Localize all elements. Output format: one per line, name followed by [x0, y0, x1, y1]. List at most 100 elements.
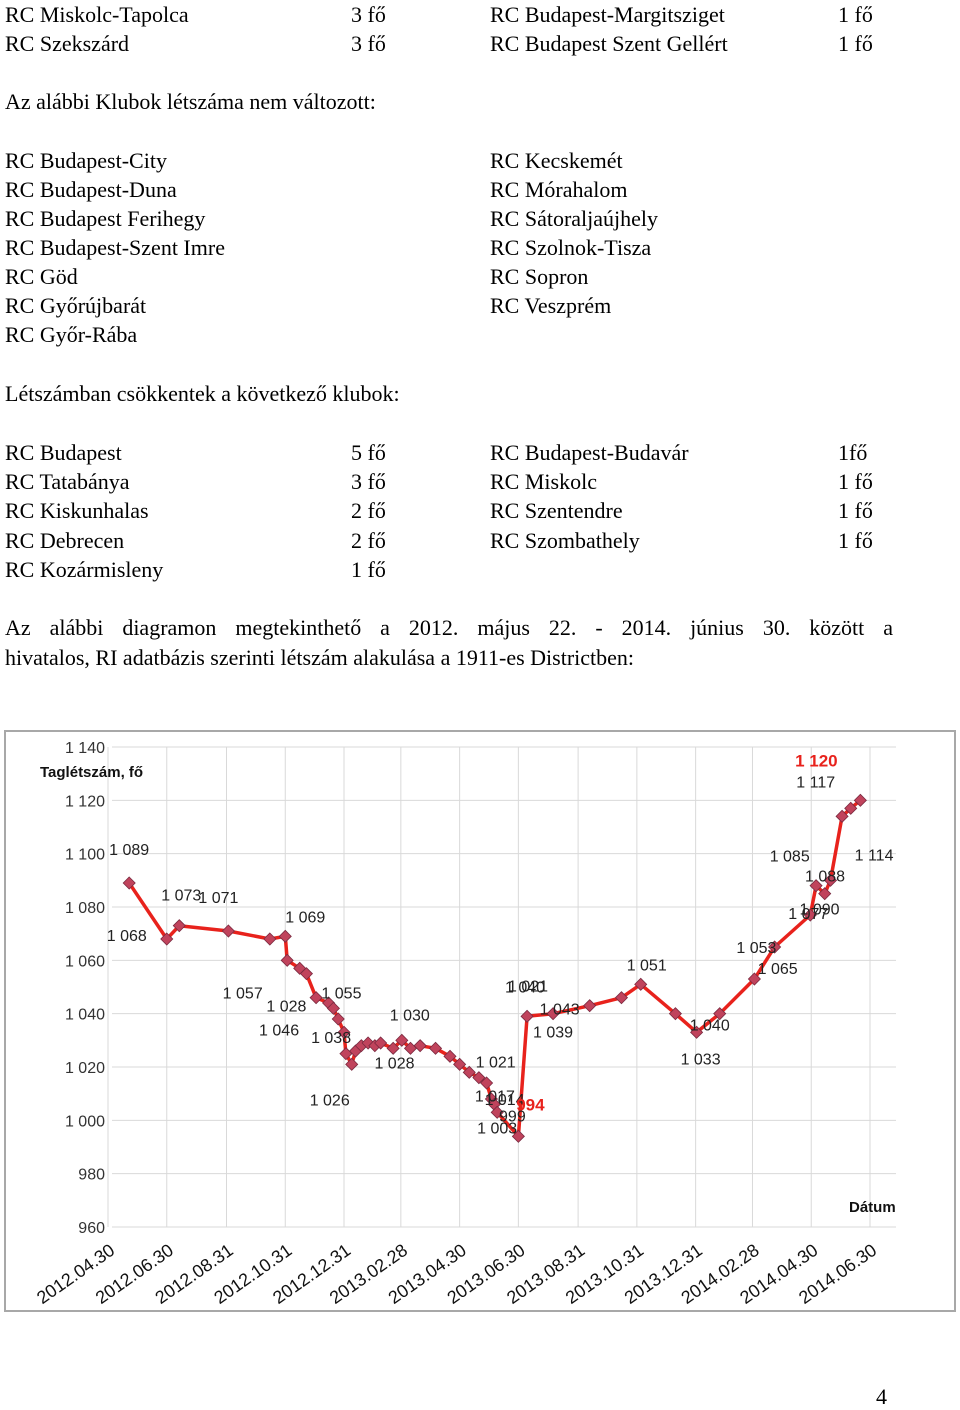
y-tick-label: 1 120 [65, 793, 105, 810]
data-point-marker [221, 924, 235, 938]
y-tick-label: 1 020 [65, 1060, 105, 1077]
data-point-marker [511, 1129, 525, 1143]
club-name: RC Budapest-Margitsziget [490, 2, 725, 27]
y-tick-label: 1 060 [65, 953, 105, 970]
data-label: 999 [499, 1108, 526, 1125]
data-label: 1 038 [311, 1030, 351, 1047]
club-count: 1fő [838, 440, 868, 465]
data-label: 1 003 [477, 1120, 517, 1137]
club-row: RC Budapest Ferihegy RC Sátoraljaújhely [5, 204, 895, 233]
data-point-marker [453, 1057, 467, 1071]
data-point-marker [853, 793, 867, 807]
data-point-marker [809, 879, 823, 893]
data-label: 1 085 [770, 849, 810, 866]
club-name: RC Szentendre [490, 498, 623, 523]
club-name: RC Kecskemét [490, 148, 623, 173]
data-point-marker [520, 1009, 534, 1023]
data-label: 1 120 [795, 751, 838, 770]
club-count: 2 fő [351, 528, 386, 553]
club-row: RC Budapest 5 fő RC Budapest-Budavár 1fő [5, 438, 895, 467]
y-tick-label: 1 140 [65, 740, 105, 757]
data-point-marker [844, 801, 858, 815]
data-label: 1 033 [681, 1051, 721, 1068]
page-number: 4 [876, 1384, 887, 1409]
club-row: RC Szekszárd 3 fő RC Budapest Szent Gell… [5, 29, 895, 58]
data-label: 1 071 [198, 890, 238, 907]
data-label: 1 043 [540, 1002, 580, 1019]
intro-line: Az alábbi diagramon megtekinthető a 2012… [5, 615, 893, 640]
club-row: RC Budapest-Duna RC Mórahalom [5, 175, 895, 204]
unchanged-heading: Az alábbi Klubok létszáma nem változott: [5, 89, 376, 114]
data-label: 1 069 [285, 909, 325, 926]
data-label: 1 077 [788, 906, 828, 923]
club-row: RC Kozármisleny 1 fő [5, 555, 895, 584]
data-label: 1 089 [109, 842, 149, 859]
data-point-marker [818, 887, 832, 901]
club-name: RC Budapest-Szent Imre [5, 235, 225, 260]
data-label: 1 055 [321, 986, 361, 1003]
club-name: RC Budapest Szent Gellért [490, 31, 728, 56]
data-point-marker [546, 1007, 560, 1021]
data-label: 1 073 [161, 888, 201, 905]
data-label: 1 014 [485, 1092, 525, 1109]
data-point-marker [480, 1076, 494, 1090]
data-label: 1 090 [799, 901, 839, 918]
data-label: 1 021 [508, 979, 548, 996]
club-count: 1 fő [838, 2, 873, 27]
data-label: 1 028 [374, 1055, 414, 1072]
data-point-marker [395, 1033, 409, 1047]
club-name: RC Győr-Rába [5, 322, 138, 347]
club-name: RC Szombathely [490, 528, 640, 553]
data-label: 1 065 [758, 961, 798, 978]
club-row: RC Budapest-Szent Imre RC Szolnok-Tisza [5, 233, 895, 262]
club-count: 1 fő [838, 498, 873, 523]
data-point-marker [337, 1025, 351, 1039]
club-name: RC Budapest-Duna [5, 177, 177, 202]
y-tick-label: 1 100 [65, 847, 105, 864]
data-point-marker [278, 929, 292, 943]
data-label: 1 039 [533, 1025, 573, 1042]
club-name: RC Tatabánya [5, 469, 130, 494]
decreased-heading: Létszámban csökkentek a következő klubok… [5, 381, 400, 406]
club-row: RC Miskolc-Tapolca 3 fő RC Budapest-Marg… [5, 0, 895, 29]
data-label: 1 026 [310, 1092, 350, 1109]
data-label: 1 051 [627, 957, 667, 974]
club-name: RC Szekszárd [5, 31, 130, 56]
data-point-marker [386, 1041, 400, 1055]
club-name: RC Budapest-City [5, 148, 167, 173]
club-row: RC Budapest-City RC Kecskemét [5, 146, 895, 175]
data-point-marker [345, 1057, 359, 1071]
data-point-marker [690, 1025, 704, 1039]
data-point-marker [747, 972, 761, 986]
data-point-marker [490, 1105, 504, 1119]
data-label: 1 017 [475, 1089, 515, 1106]
y-tick-label: 1 040 [65, 1007, 105, 1024]
data-point-marker [331, 1012, 345, 1026]
data-point-marker [374, 1036, 388, 1050]
club-name: RC Miskolc-Tapolca [5, 2, 189, 27]
club-row: RC Tatabánya 3 fő RC Miskolc 1 fő [5, 467, 895, 496]
y-tick-label: 960 [78, 1220, 105, 1237]
chart-canvas: 960 980 1 000 1 020 1 040 1 060 1 080 1 100 1 12… [33, 740, 896, 1308]
data-point-marker [472, 1071, 486, 1085]
club-row: RC Kiskunhalas 2 fő RC Szentendre 1 fő [5, 496, 895, 525]
club-row: RC Győrújbarát RC Veszprém [5, 291, 895, 320]
club-row: RC Győr-Rába [5, 320, 895, 349]
data-label: 1 057 [223, 985, 263, 1002]
data-label: 994 [516, 1095, 545, 1114]
data-point-marker [309, 991, 323, 1005]
club-name: RC Kiskunhalas [5, 498, 149, 523]
data-point-marker [614, 991, 629, 1005]
data-label: 1 028 [266, 998, 306, 1015]
series-line [127, 798, 862, 1139]
data-point-marker [634, 977, 648, 991]
club-count: 3 fő [351, 469, 386, 494]
data-label: 1 068 [107, 928, 147, 945]
data-point-marker [768, 940, 782, 954]
data-point-marker [299, 967, 314, 981]
data-label: 1 046 [259, 1023, 299, 1040]
data-point-marker [835, 809, 849, 823]
membership-chart: 960 980 1 000 1 020 1 040 1 060 1 080 1 100 1 12… [4, 730, 956, 1312]
y-tick-label: 980 [78, 1167, 105, 1184]
